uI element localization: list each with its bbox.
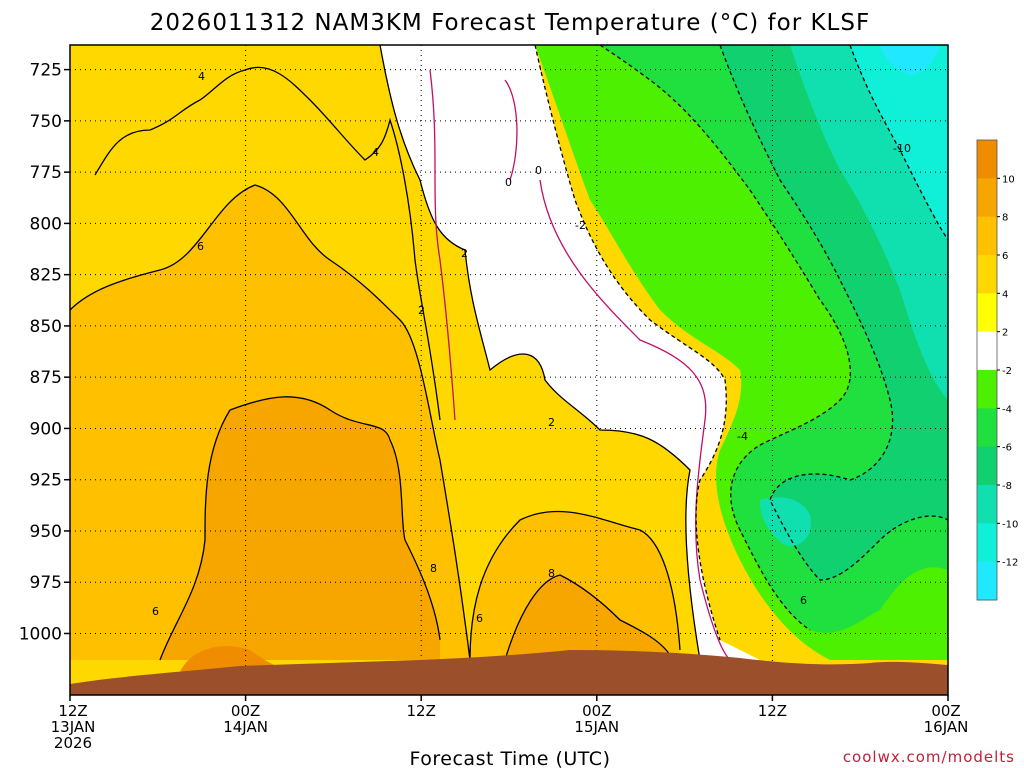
contour-label: -4 [737,430,748,443]
colorbar-tick-label: -4 [1002,404,1012,415]
contour-label: 2 [461,247,468,260]
ground-terrain [70,650,948,695]
field-region-neg-6-8-pocket [760,497,811,546]
colorbar-swatch [977,561,997,601]
contour-label: 0 [535,164,542,177]
colorbar-swatch [977,408,997,448]
colorbar-swatch [977,331,997,371]
field-region-neg-12 [880,45,940,75]
colorbar-tick-label: 8 [1002,213,1008,224]
contour-label: 6 [800,594,807,607]
contour-0 [429,69,731,661]
x-tick-label: 12Z [58,702,87,720]
colorbar-tick-label: -10 [1002,519,1018,530]
y-axis: 725 750 775 800 825 850 875 900 925 950 975 1000 [19,61,70,644]
colorbar-tick-label: -12 [1002,558,1018,569]
field-region-0-2 [380,45,760,660]
contour-label: 6 [197,240,204,253]
colorbar-tick-label: 4 [1002,289,1008,300]
y-tick-label: 950 [30,522,62,542]
y-tick-label: 875 [30,368,62,388]
y-tick-label: 725 [30,61,62,81]
contour-6 [69,184,471,661]
contour-label: 2 [548,416,555,429]
contour-lines [69,44,949,661]
colorbar-tick-label: 2 [1002,328,1008,339]
field-region-8-10-left [160,396,440,660]
contour-6-mid [469,510,681,661]
x-tick-label: 14JAN [223,718,268,736]
x-tick-label: 00Z [582,702,611,720]
colorbar-swatch [977,446,997,486]
x-tick-label: 12Z [758,702,787,720]
contour-label: 4 [372,146,379,159]
y-tick-label: 925 [30,471,62,491]
contour-label: 8 [548,567,555,580]
plot-area [69,44,949,696]
y-tick-label: 800 [30,214,62,234]
contour-neg2 [534,44,727,641]
contour-label: -10 [893,142,911,155]
contour-neg6 [719,44,949,581]
contour-label: 8 [430,562,437,575]
colorbar-tick-label: -2 [1002,366,1012,377]
x-tick-label: 00Z [231,702,260,720]
x-tick-label: 15JAN [574,718,619,736]
y-tick-label: 1000 [19,624,62,644]
contour-label: 2 [418,304,425,317]
y-tick-label: 975 [30,573,62,593]
y-tick-label: 825 [30,266,62,286]
contour-label: 6 [476,612,483,625]
y-tick-label: 900 [30,419,62,439]
colorbar-swatch [977,178,997,218]
chart-title: 2026011312 NAM3KM Forecast Temperature (… [150,10,870,36]
contour-label: 0 [505,176,512,189]
colorbar-swatch [977,216,997,256]
colorbar-swatch [977,140,997,179]
x-axis-label: Forecast Time (UTC) [410,748,611,768]
y-tick-label: 750 [30,112,62,132]
colorbar-swatch [977,293,997,333]
y-tick-label: 775 [30,163,62,183]
contour-2 [379,44,701,661]
colorbar-tick-label: -6 [1002,443,1012,454]
colorbar-swatch [977,485,997,524]
colorbar-swatch [977,255,997,294]
colorbar: 10 8 6 4 2 -2 -4 -6 -8 -10 -12 [976,139,1018,601]
y-tick-label: 850 [30,317,62,337]
contour-labels: 4 4 6 6 8 8 6 6 2 2 2 0 0 -2 -4 -6 -10 [152,70,911,625]
contour-8-mid [504,574,671,661]
field-region-neg-10-12 [850,45,948,240]
contour-neg10 [849,44,949,241]
colorbar-tick-label: 10 [1002,174,1015,185]
contour-label: -2 [575,219,586,232]
x-tick-label: 16JAN [924,718,969,736]
contour-label: 6 [152,605,159,618]
colorbar-swatch [977,523,997,563]
plot-frame [69,44,949,696]
contour-8 [159,396,441,661]
credit-text: coolwx.com/modelts [843,748,1015,766]
colorbar-swatch [977,370,997,409]
x-tick-label: 12Z [407,702,436,720]
x-tick-label: 2026 [54,734,92,752]
x-tick-label: 00Z [931,702,960,720]
contour-label: 4 [198,70,205,83]
contour-neg4 [599,44,852,631]
x-tick-label: 13JAN [51,718,96,736]
field-region-8-10-mid [505,575,670,660]
colorbar-tick-label: 6 [1002,251,1008,262]
colorbar-tick-label: -8 [1002,481,1012,492]
contour-4 [94,66,441,421]
